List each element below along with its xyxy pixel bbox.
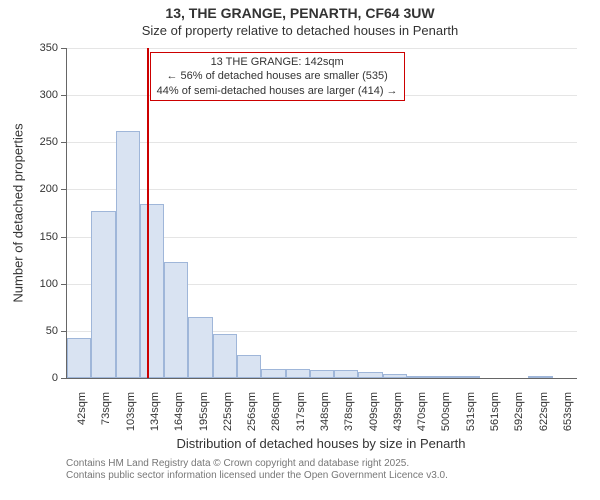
annotation-line-3: 44% of semi-detached houses are larger (… [157, 84, 398, 98]
x-tick-label: 317sqm [295, 392, 307, 431]
x-axis-label: Distribution of detached houses by size … [66, 436, 576, 451]
x-tick-label: 195sqm [198, 392, 210, 431]
x-tick-label: 592sqm [513, 392, 525, 431]
y-tick-mark [61, 142, 66, 143]
x-tick-label: 500sqm [440, 392, 452, 431]
histogram-bar [261, 369, 285, 378]
histogram-bar [528, 376, 552, 378]
histogram-bar [358, 372, 382, 378]
y-axis-label: Number of detached properties [11, 123, 26, 302]
histogram-bar [116, 131, 140, 378]
histogram-bar [431, 376, 455, 378]
histogram-bar [213, 334, 237, 378]
y-tick-label: 50 [18, 325, 58, 337]
y-tick-mark [61, 378, 66, 379]
property-marker-line [147, 48, 149, 378]
y-tick-mark [61, 237, 66, 238]
y-tick-mark [61, 284, 66, 285]
x-tick-label: 348sqm [319, 392, 331, 431]
x-tick-label: 439sqm [392, 392, 404, 431]
histogram-bar [188, 317, 212, 378]
y-tick-mark [61, 95, 66, 96]
gridline [67, 189, 577, 190]
x-tick-label: 134sqm [149, 392, 161, 431]
x-tick-label: 561sqm [489, 392, 501, 431]
histogram-bar [91, 211, 115, 378]
histogram-bar [164, 262, 188, 378]
histogram-bar [383, 374, 407, 378]
x-tick-label: 225sqm [222, 392, 234, 431]
y-tick-label: 350 [18, 42, 58, 54]
x-tick-label: 531sqm [465, 392, 477, 431]
y-tick-mark [61, 331, 66, 332]
x-tick-label: 409sqm [368, 392, 380, 431]
histogram-bar [286, 369, 310, 378]
y-tick-mark [61, 189, 66, 190]
x-tick-label: 653sqm [562, 392, 574, 431]
histogram-bar [407, 376, 431, 378]
histogram-bar [334, 370, 358, 378]
x-tick-label: 286sqm [270, 392, 282, 431]
histogram-bar [140, 204, 164, 378]
histogram-bar [237, 355, 261, 378]
footer-attribution: Contains HM Land Registry data © Crown c… [66, 458, 448, 482]
y-tick-label: 250 [18, 136, 58, 148]
gridline [67, 142, 577, 143]
y-tick-mark [61, 48, 66, 49]
chart-container: 13, THE GRANGE, PENARTH, CF64 3UW Size o… [0, 0, 600, 500]
x-tick-label: 470sqm [416, 392, 428, 431]
x-tick-label: 622sqm [538, 392, 550, 431]
annotation-line-2: ← 56% of detached houses are smaller (53… [157, 69, 398, 83]
y-tick-label: 0 [18, 372, 58, 384]
x-tick-label: 42sqm [76, 392, 88, 425]
gridline [67, 48, 577, 49]
histogram-bar [67, 338, 91, 378]
histogram-bar [456, 376, 480, 378]
annotation-callout: 13 THE GRANGE: 142sqm← 56% of detached h… [150, 52, 405, 101]
y-tick-label: 150 [18, 231, 58, 243]
histogram-bar [310, 370, 334, 378]
footer-line-2: Contains public sector information licen… [66, 470, 448, 482]
x-tick-label: 164sqm [173, 392, 185, 431]
chart-title: 13, THE GRANGE, PENARTH, CF64 3UW [0, 5, 600, 21]
y-tick-label: 200 [18, 183, 58, 195]
x-tick-label: 73sqm [100, 392, 112, 425]
footer-line-1: Contains HM Land Registry data © Crown c… [66, 458, 448, 470]
x-tick-label: 256sqm [246, 392, 258, 431]
y-tick-label: 300 [18, 89, 58, 101]
annotation-line-1: 13 THE GRANGE: 142sqm [157, 55, 398, 69]
y-tick-label: 100 [18, 278, 58, 290]
x-tick-label: 103sqm [125, 392, 137, 431]
chart-subtitle: Size of property relative to detached ho… [0, 23, 600, 38]
x-tick-label: 378sqm [343, 392, 355, 431]
